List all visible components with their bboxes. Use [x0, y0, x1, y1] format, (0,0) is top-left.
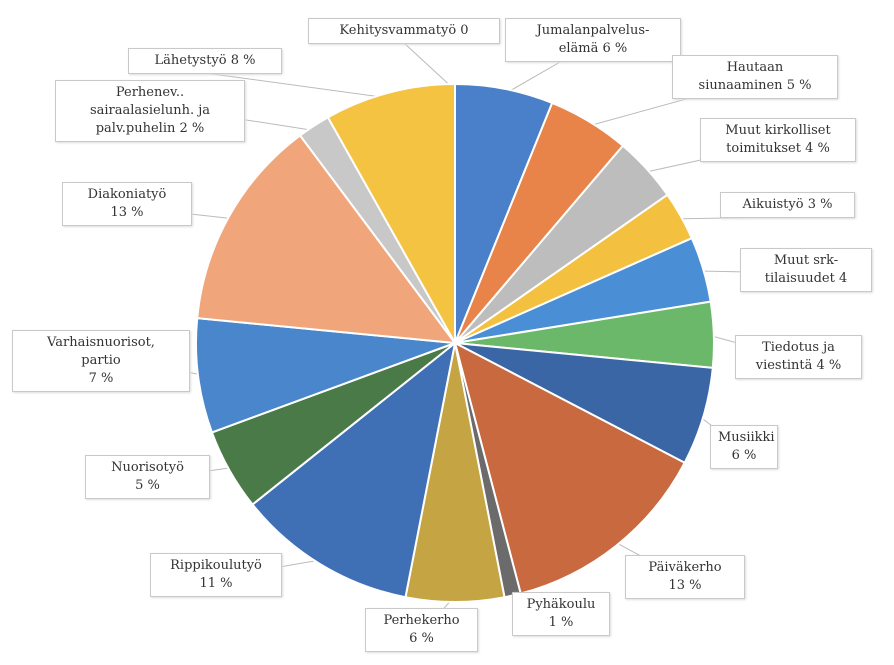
- category-label: Jumalanpalvelus- elämä: [536, 23, 650, 56]
- category-label: Musiikki: [718, 430, 775, 445]
- data-label: Muut srk- tilaisuudet 4: [740, 248, 872, 292]
- value-label: 13 %: [668, 578, 702, 593]
- value-label: 4 %: [816, 358, 842, 373]
- pie-slice: [251, 340, 457, 599]
- category-label: Päiväkerho: [648, 560, 722, 575]
- value-label: 0: [460, 23, 469, 38]
- category-label: Perhenev.. sairaalasielunh. ja palv.puhe…: [89, 85, 211, 136]
- category-label: Aikuistyö: [742, 197, 804, 212]
- value-label: 4: [838, 271, 848, 286]
- data-label: Pyhäkoulu 1 %: [512, 592, 610, 636]
- data-label: Kehitysvammatyö 0: [308, 18, 500, 44]
- data-label: Hautaan siunaaminen 5 %: [672, 55, 838, 99]
- pie-slice: [196, 134, 458, 345]
- category-label: Hautaan siunaaminen: [698, 60, 784, 93]
- category-label: Rippikoulutyö: [170, 558, 262, 573]
- value-label: 6 %: [731, 448, 757, 463]
- pie-slice: [195, 317, 456, 434]
- value-label: 2 %: [179, 121, 205, 136]
- category-label: Muut srk- tilaisuudet: [764, 253, 839, 286]
- pie-slice: [326, 82, 456, 347]
- category-label: Nuorisotyö: [111, 460, 184, 475]
- category-label: Varhaisnuorisot, partio: [47, 335, 155, 368]
- data-label: Perhenev.. sairaalasielunh. ja palv.puhe…: [55, 80, 245, 142]
- value-label: 7 %: [88, 371, 114, 386]
- data-label: Päiväkerho 13 %: [625, 555, 745, 599]
- value-label: 8 %: [230, 53, 256, 68]
- value-label: 13 %: [110, 205, 144, 220]
- value-label: 3 %: [807, 197, 833, 212]
- data-label: Diakoniatyö 13 %: [62, 182, 192, 226]
- category-label: Muut kirkolliset toimitukset: [725, 123, 831, 156]
- value-label: 11 %: [199, 576, 233, 591]
- data-label: Lähetystyö 8 %: [128, 48, 282, 74]
- data-label: Muut kirkolliset toimitukset 4 %: [700, 118, 856, 162]
- category-label: Lähetystyö: [154, 53, 227, 68]
- category-label: Tiedotus ja viestintä: [755, 340, 835, 373]
- category-label: Diakoniatyö: [87, 187, 167, 202]
- data-label: Jumalanpalvelus- elämä 6 %: [505, 18, 681, 62]
- category-label: Kehitysvammatyö: [339, 23, 457, 38]
- value-label: 4 %: [805, 141, 830, 156]
- value-label: 5 %: [135, 478, 160, 493]
- value-label: 5 %: [786, 78, 812, 93]
- data-label: Rippikoulutyö 11 %: [150, 553, 282, 597]
- value-label: 6 %: [602, 41, 628, 56]
- data-label: Aikuistyö 3 %: [720, 192, 855, 218]
- pie-slice: [453, 341, 686, 595]
- category-label: Perhekerho: [383, 613, 460, 628]
- value-label: 1 %: [548, 615, 574, 630]
- leader-line: [204, 72, 391, 99]
- data-label: Varhaisnuorisot, partio 7 %: [12, 330, 190, 392]
- leader-line: [403, 42, 456, 91]
- category-label: Pyhäkoulu: [526, 597, 596, 612]
- data-label: Tiedotus ja viestintä 4 %: [735, 335, 862, 379]
- data-label: Musiikki 6 %: [710, 425, 778, 469]
- data-label: Perhekerho 6 %: [365, 608, 478, 652]
- data-label: Nuorisotyö 5 %: [85, 455, 210, 499]
- value-label: 6 %: [409, 631, 434, 646]
